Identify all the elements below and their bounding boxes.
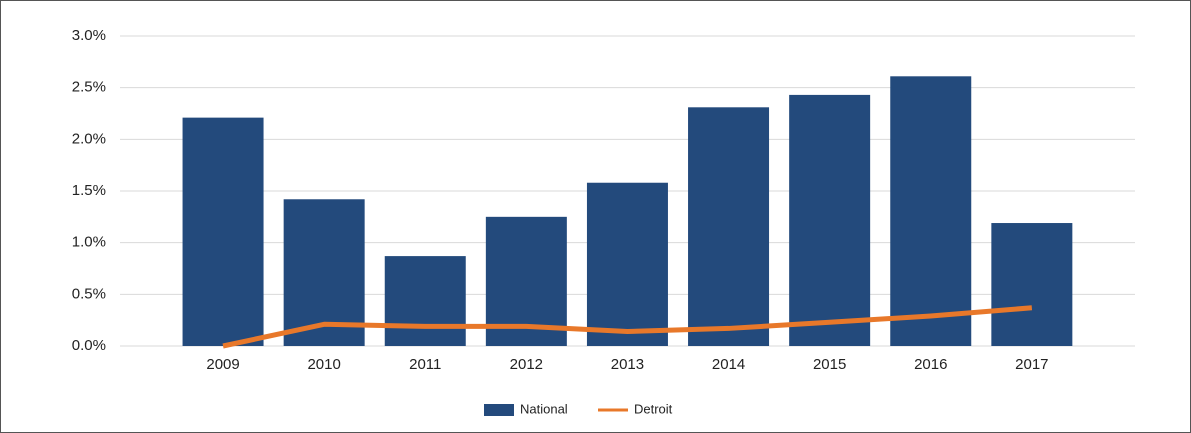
- bar: [384, 256, 466, 346]
- legend-swatch: [484, 404, 514, 416]
- y-tick-label: 3.0%: [72, 27, 106, 44]
- bar: [182, 117, 264, 346]
- x-tick-label: 2017: [1015, 356, 1048, 373]
- x-tick-label: 2010: [307, 356, 340, 373]
- y-tick-label: 2.0%: [72, 130, 106, 147]
- bar: [586, 182, 668, 346]
- y-tick-label: 0.5%: [72, 285, 106, 302]
- bar: [991, 223, 1073, 346]
- bar: [283, 199, 365, 346]
- x-tick-label: 2011: [409, 356, 441, 373]
- bar: [890, 76, 972, 347]
- y-tick-label: 1.5%: [72, 182, 106, 199]
- bar: [688, 107, 770, 346]
- y-tick-label: 2.5%: [72, 79, 106, 96]
- x-tick-label: 2016: [914, 356, 947, 373]
- legend-label: Detroit: [634, 401, 673, 416]
- x-tick-label: 2013: [611, 356, 644, 373]
- x-tick-label: 2009: [206, 356, 239, 373]
- legend-label: National: [520, 401, 568, 416]
- x-tick-label: 2015: [813, 356, 846, 373]
- line: [222, 305, 1033, 349]
- bar: [789, 94, 871, 347]
- x-tick-label: 2014: [712, 356, 745, 373]
- legend: National Detroit: [484, 401, 673, 416]
- y-tick-label: 1.0%: [72, 234, 106, 251]
- x-tick-label: 2012: [510, 356, 543, 373]
- y-tick-label: 0.0%: [72, 337, 106, 354]
